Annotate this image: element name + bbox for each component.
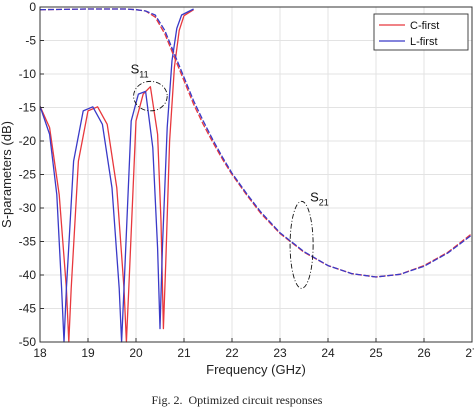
series-line-s11-l-first [39, 8, 194, 343]
legend-label-c-first: C-first [410, 20, 439, 32]
annotation-label-s21: S21 [310, 189, 329, 207]
y-axis-label: S-parameters (dB) [0, 121, 14, 228]
y-tick-label: -50 [19, 335, 37, 349]
x-axis-label: Frequency (GHz) [206, 362, 306, 377]
figure-caption: Fig. 2. Optimized circuit responses [151, 393, 323, 407]
annotation-ellipse-s21 [289, 200, 314, 289]
y-tick-label: -40 [19, 268, 37, 282]
x-tick-label: 19 [81, 346, 95, 360]
ticks: 18 19 20 21 22 23 24 25 26 27 0 -5 -10 -15 -20 -25 -30 -3… [19, 0, 474, 360]
x-tick-label: 21 [177, 346, 191, 360]
x-tick-label: 27 [465, 346, 474, 360]
series-line-s11-c-first [39, 9, 194, 343]
legend-label-l-first: L-first [410, 36, 438, 48]
legend-box [373, 13, 469, 51]
y-tick-label: -45 [19, 302, 37, 316]
annotation-label-s11: S11 [131, 61, 149, 79]
x-tick-label: 23 [273, 346, 287, 360]
x-tick-label: 18 [33, 346, 47, 360]
x-tick-label: 25 [369, 346, 383, 360]
y-tick-label: -10 [19, 67, 37, 81]
y-tick-label: -15 [19, 101, 37, 115]
annotation-ellipse-s11 [133, 80, 168, 112]
x-tick-label: 20 [129, 346, 143, 360]
y-tick-label: -20 [19, 134, 37, 148]
x-tick-label: 22 [225, 346, 239, 360]
annotation-layer: S11 S21 [131, 61, 329, 289]
x-tick-label: 24 [321, 346, 335, 360]
y-tick-label: -30 [19, 201, 37, 215]
y-tick-label: -35 [19, 235, 37, 249]
legend: C-first L-first [373, 13, 469, 51]
x-tick-label: 26 [417, 346, 431, 360]
series-layer [39, 8, 473, 343]
grid [39, 6, 473, 343]
y-tick-label: -5 [25, 34, 36, 48]
y-tick-label: -25 [19, 168, 37, 182]
series-line-s21-l-first [39, 8, 473, 278]
y-tick-label: 0 [29, 0, 36, 14]
